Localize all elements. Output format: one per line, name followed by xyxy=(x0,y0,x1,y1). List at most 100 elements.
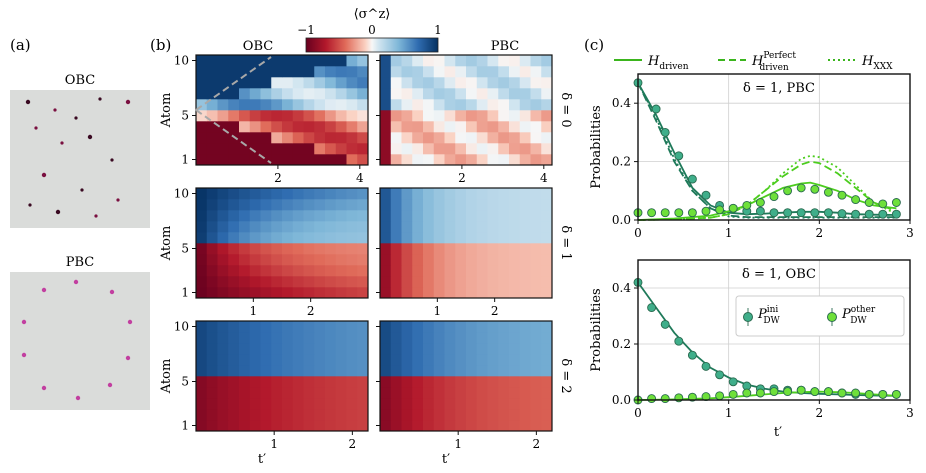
heatmap-cell xyxy=(335,77,347,89)
heatmap-cell xyxy=(282,66,294,78)
heatmap-cell xyxy=(325,88,337,100)
heatmap-cell xyxy=(228,199,240,211)
heatmap-cell xyxy=(292,343,304,355)
heatmap-cell xyxy=(260,199,272,211)
heatmap-cell xyxy=(455,276,467,288)
heatmap-cell xyxy=(498,66,510,78)
heatmap-cell xyxy=(282,243,294,255)
heatmap-cell xyxy=(433,376,445,388)
heatmap-cell xyxy=(476,376,488,388)
heatmap-cell xyxy=(498,199,510,211)
heatmap-cell xyxy=(519,55,531,67)
heatmap-cell xyxy=(487,276,499,288)
heatmap-cell xyxy=(228,254,240,266)
heatmap-cell xyxy=(380,321,392,333)
heatmap-cell xyxy=(433,332,445,344)
heatmap-cell xyxy=(292,99,304,111)
heatmap-cell xyxy=(217,88,229,100)
heatmap-cell xyxy=(487,99,499,111)
data-point xyxy=(783,208,793,218)
heatmap-cell xyxy=(303,188,315,200)
heatmap-cell xyxy=(217,99,229,111)
heatmap-cell xyxy=(466,343,478,355)
heatmap-cell xyxy=(282,343,294,355)
data-point xyxy=(701,361,711,371)
heatmap-cell xyxy=(335,387,347,399)
heatmap-cell xyxy=(455,210,467,222)
heatmap-cell xyxy=(390,287,402,299)
x-tick-label: 1 xyxy=(250,304,258,318)
heatmap-cell xyxy=(455,287,467,299)
heatmap-cell xyxy=(541,66,553,78)
heatmap-cell xyxy=(325,55,337,67)
heatmap-cell xyxy=(466,232,478,244)
data-point xyxy=(715,391,725,401)
heatmap-cell xyxy=(325,343,337,355)
heatmap-cell xyxy=(335,232,347,244)
atom-dot xyxy=(41,385,47,391)
heatmap-cell xyxy=(357,66,369,78)
heatmap-cell xyxy=(249,77,261,89)
heatmap-cell xyxy=(444,254,456,266)
heatmap-cell xyxy=(314,254,326,266)
heatmap-cell xyxy=(487,132,499,144)
heatmap-cell xyxy=(335,332,347,344)
heatmap-cell xyxy=(206,232,218,244)
heatmap-cell xyxy=(519,343,531,355)
heatmap-cell xyxy=(292,387,304,399)
heatmap-cell xyxy=(455,154,467,166)
heatmap-cell xyxy=(217,254,229,266)
heatmap-cell xyxy=(519,321,531,333)
heatmap-cell xyxy=(303,332,315,344)
heatmap-cell xyxy=(455,99,467,111)
heatmap-cell xyxy=(239,376,251,388)
heatmap-cell xyxy=(498,420,510,432)
x-axis-label: t′ xyxy=(774,425,782,440)
heatmap-cell xyxy=(412,221,424,233)
heatmap-cell xyxy=(217,343,229,355)
heatmap-cell xyxy=(444,199,456,211)
heatmap-cell xyxy=(292,188,304,200)
x-tick-label: 3 xyxy=(906,406,914,420)
heatmap-cell xyxy=(519,132,531,144)
heatmap-cell xyxy=(249,420,261,432)
heatmap-cell xyxy=(249,232,261,244)
heatmap-cell xyxy=(206,77,218,89)
data-point xyxy=(660,127,670,137)
heatmap-cell xyxy=(466,210,478,222)
heatmap-cell xyxy=(530,188,542,200)
heatmap-cell xyxy=(455,77,467,89)
heatmap-cell xyxy=(541,332,553,344)
y-tick-label: 0.4 xyxy=(612,96,631,110)
heatmap-cell xyxy=(271,77,283,89)
heatmap-cell xyxy=(228,409,240,421)
heatmap-cell xyxy=(249,254,261,266)
heatmap-cell xyxy=(390,254,402,266)
heatmap-cell xyxy=(519,232,531,244)
data-point xyxy=(891,209,901,219)
data-point xyxy=(742,200,752,210)
heatmap-cell xyxy=(401,343,413,355)
heatmap-cell xyxy=(519,221,531,233)
heatmap-cell xyxy=(401,55,413,67)
heatmap-cell xyxy=(357,387,369,399)
heatmap-cell xyxy=(217,276,229,288)
heatmap-cell xyxy=(412,88,424,100)
data-point xyxy=(864,209,874,219)
heatmap-cell xyxy=(249,287,261,299)
heatmap-cell xyxy=(292,365,304,377)
heatmap-cell xyxy=(346,343,358,355)
heatmap-cell xyxy=(519,420,531,432)
heatmap-cell xyxy=(217,354,229,366)
heatmap-cell xyxy=(228,188,240,200)
heatmap-cell xyxy=(346,143,358,155)
heatmap-cell xyxy=(509,221,521,233)
heatmap-cell xyxy=(509,154,521,166)
x-tick-label: 2 xyxy=(458,171,466,185)
heatmap-cell xyxy=(260,287,272,299)
heatmap-cell xyxy=(335,88,347,100)
heatmap-cell xyxy=(401,188,413,200)
heatmap-cell xyxy=(217,365,229,377)
heatmap-cell xyxy=(530,265,542,277)
data-point xyxy=(823,387,833,397)
